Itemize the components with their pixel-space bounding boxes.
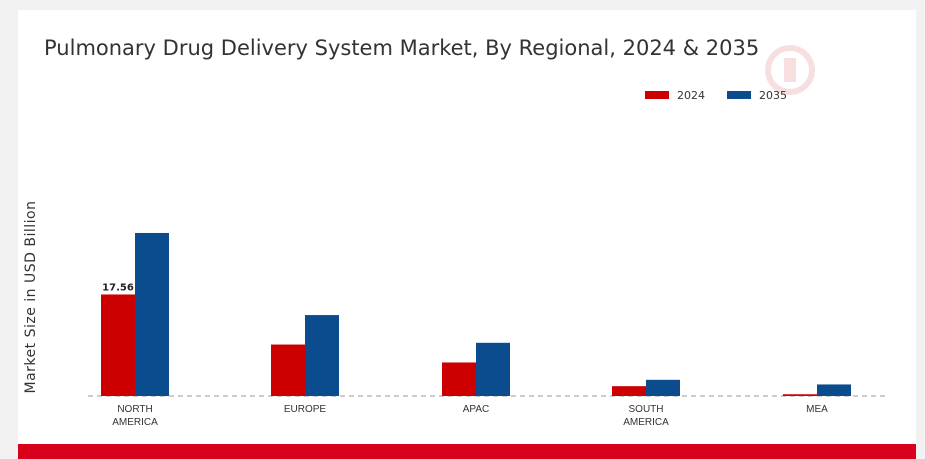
legend-label-2024: 2024 [677, 88, 705, 102]
watermark-logo-icon [765, 45, 815, 95]
bar-2035-mea [817, 384, 851, 396]
x-tick-label-south-america-line-1: SOUTH [629, 404, 664, 415]
legend-item-2035: 2035 [727, 89, 787, 102]
legend-label-2035: 2035 [759, 88, 787, 102]
x-tick-label-north-america-line-2: AMERICA [112, 417, 158, 428]
legend-item-2024: 2024 [645, 89, 705, 102]
bar-2024-south-america [612, 386, 646, 396]
bar-2024-apac [442, 362, 476, 396]
bar-2035-south-america [646, 379, 680, 396]
bar-2035-apac [476, 342, 510, 396]
bar-2024-europe [271, 344, 305, 396]
x-tick-label-europe: EUROPE [284, 404, 327, 415]
x-tick-label-mea: MEA [806, 404, 828, 415]
chart-title: Pulmonary Drug Delivery System Market, B… [44, 36, 760, 60]
bar-2035-north-america [135, 232, 169, 396]
x-tick-label-north-america-line-1: NORTH [117, 404, 152, 415]
legend: 2024 2035 [645, 87, 809, 103]
bar-2035-europe [305, 315, 339, 396]
x-tick-label-south-america-line-2: AMERICA [623, 417, 669, 428]
bottom-accent-bar [18, 444, 916, 459]
legend-swatch-2035 [727, 91, 751, 99]
bar-2024-mea [783, 394, 817, 396]
legend-swatch-2024 [645, 91, 669, 99]
x-tick-label-apac: APAC [463, 404, 490, 415]
bar-2024-north-america [101, 294, 135, 396]
data-label-2024-north-america: 17.56 [102, 282, 134, 293]
